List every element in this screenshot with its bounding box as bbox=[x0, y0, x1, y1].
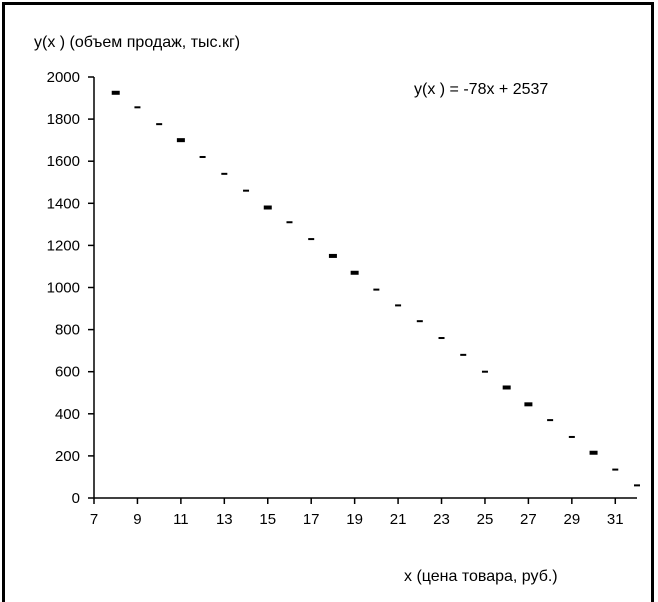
data-point bbox=[634, 484, 640, 487]
y-tick-label: 1600 bbox=[47, 153, 80, 170]
x-tick-label: 17 bbox=[303, 511, 320, 528]
x-tick-label: 27 bbox=[520, 511, 537, 528]
y-tick-label: 800 bbox=[55, 322, 80, 339]
data-point bbox=[221, 172, 228, 175]
data-point bbox=[308, 238, 315, 241]
data-point bbox=[286, 221, 293, 224]
data-point bbox=[612, 468, 619, 471]
data-point bbox=[460, 353, 467, 356]
y-axis-label: y(x ) (объем продаж, тыс.кг) bbox=[34, 34, 240, 51]
data-point bbox=[373, 288, 380, 291]
data-point bbox=[395, 304, 402, 307]
x-tick-label: 31 bbox=[607, 511, 624, 528]
x-tick-label: 19 bbox=[346, 511, 363, 528]
x-axis-ticks: 7 9 11 13 15 17 19 21 23 25 27 29 31 bbox=[90, 498, 624, 528]
data-point bbox=[176, 138, 185, 143]
data-point bbox=[481, 370, 488, 373]
data-point bbox=[199, 155, 206, 158]
y-tick-label: 1200 bbox=[47, 237, 80, 254]
y-tick-label: 600 bbox=[55, 364, 80, 381]
y-tick-label: 200 bbox=[55, 448, 80, 465]
data-point bbox=[243, 189, 250, 192]
x-tick-label: 9 bbox=[133, 511, 141, 528]
data-point bbox=[438, 337, 445, 340]
data-point bbox=[568, 435, 575, 438]
x-tick-label: 7 bbox=[90, 511, 98, 528]
x-tick-label: 23 bbox=[433, 511, 450, 528]
y-tick-label: 1800 bbox=[47, 111, 80, 128]
x-tick-label: 29 bbox=[563, 511, 580, 528]
data-point bbox=[350, 270, 359, 275]
data-points bbox=[111, 90, 640, 487]
data-point bbox=[156, 123, 163, 126]
x-tick-label: 11 bbox=[173, 511, 189, 528]
data-point bbox=[134, 106, 141, 109]
data-point bbox=[547, 419, 554, 422]
y-tick-label: 0 bbox=[72, 490, 80, 507]
y-tick-label: 2000 bbox=[47, 69, 80, 86]
data-point bbox=[416, 320, 423, 323]
regression-equation: y(x ) = -78x + 2537 bbox=[414, 81, 548, 98]
x-tick-label: 25 bbox=[477, 511, 494, 528]
x-tick-label: 21 bbox=[390, 511, 407, 528]
data-point bbox=[589, 450, 598, 455]
x-tick-label: 13 bbox=[216, 511, 233, 528]
x-axis-label: x (цена товара, руб.) bbox=[404, 568, 558, 585]
y-tick-label: 1400 bbox=[47, 195, 80, 212]
data-point bbox=[524, 402, 533, 407]
data-point bbox=[502, 385, 511, 390]
data-point bbox=[263, 205, 272, 210]
data-point bbox=[328, 253, 337, 258]
y-tick-label: 1000 bbox=[47, 280, 80, 297]
y-tick-label: 400 bbox=[55, 406, 80, 423]
y-axis-ticks: 0 200 400 600 800 1000 1200 1400 1600 1800 2000 bbox=[47, 69, 94, 507]
x-tick-label: 15 bbox=[259, 511, 276, 528]
data-point bbox=[111, 90, 120, 95]
